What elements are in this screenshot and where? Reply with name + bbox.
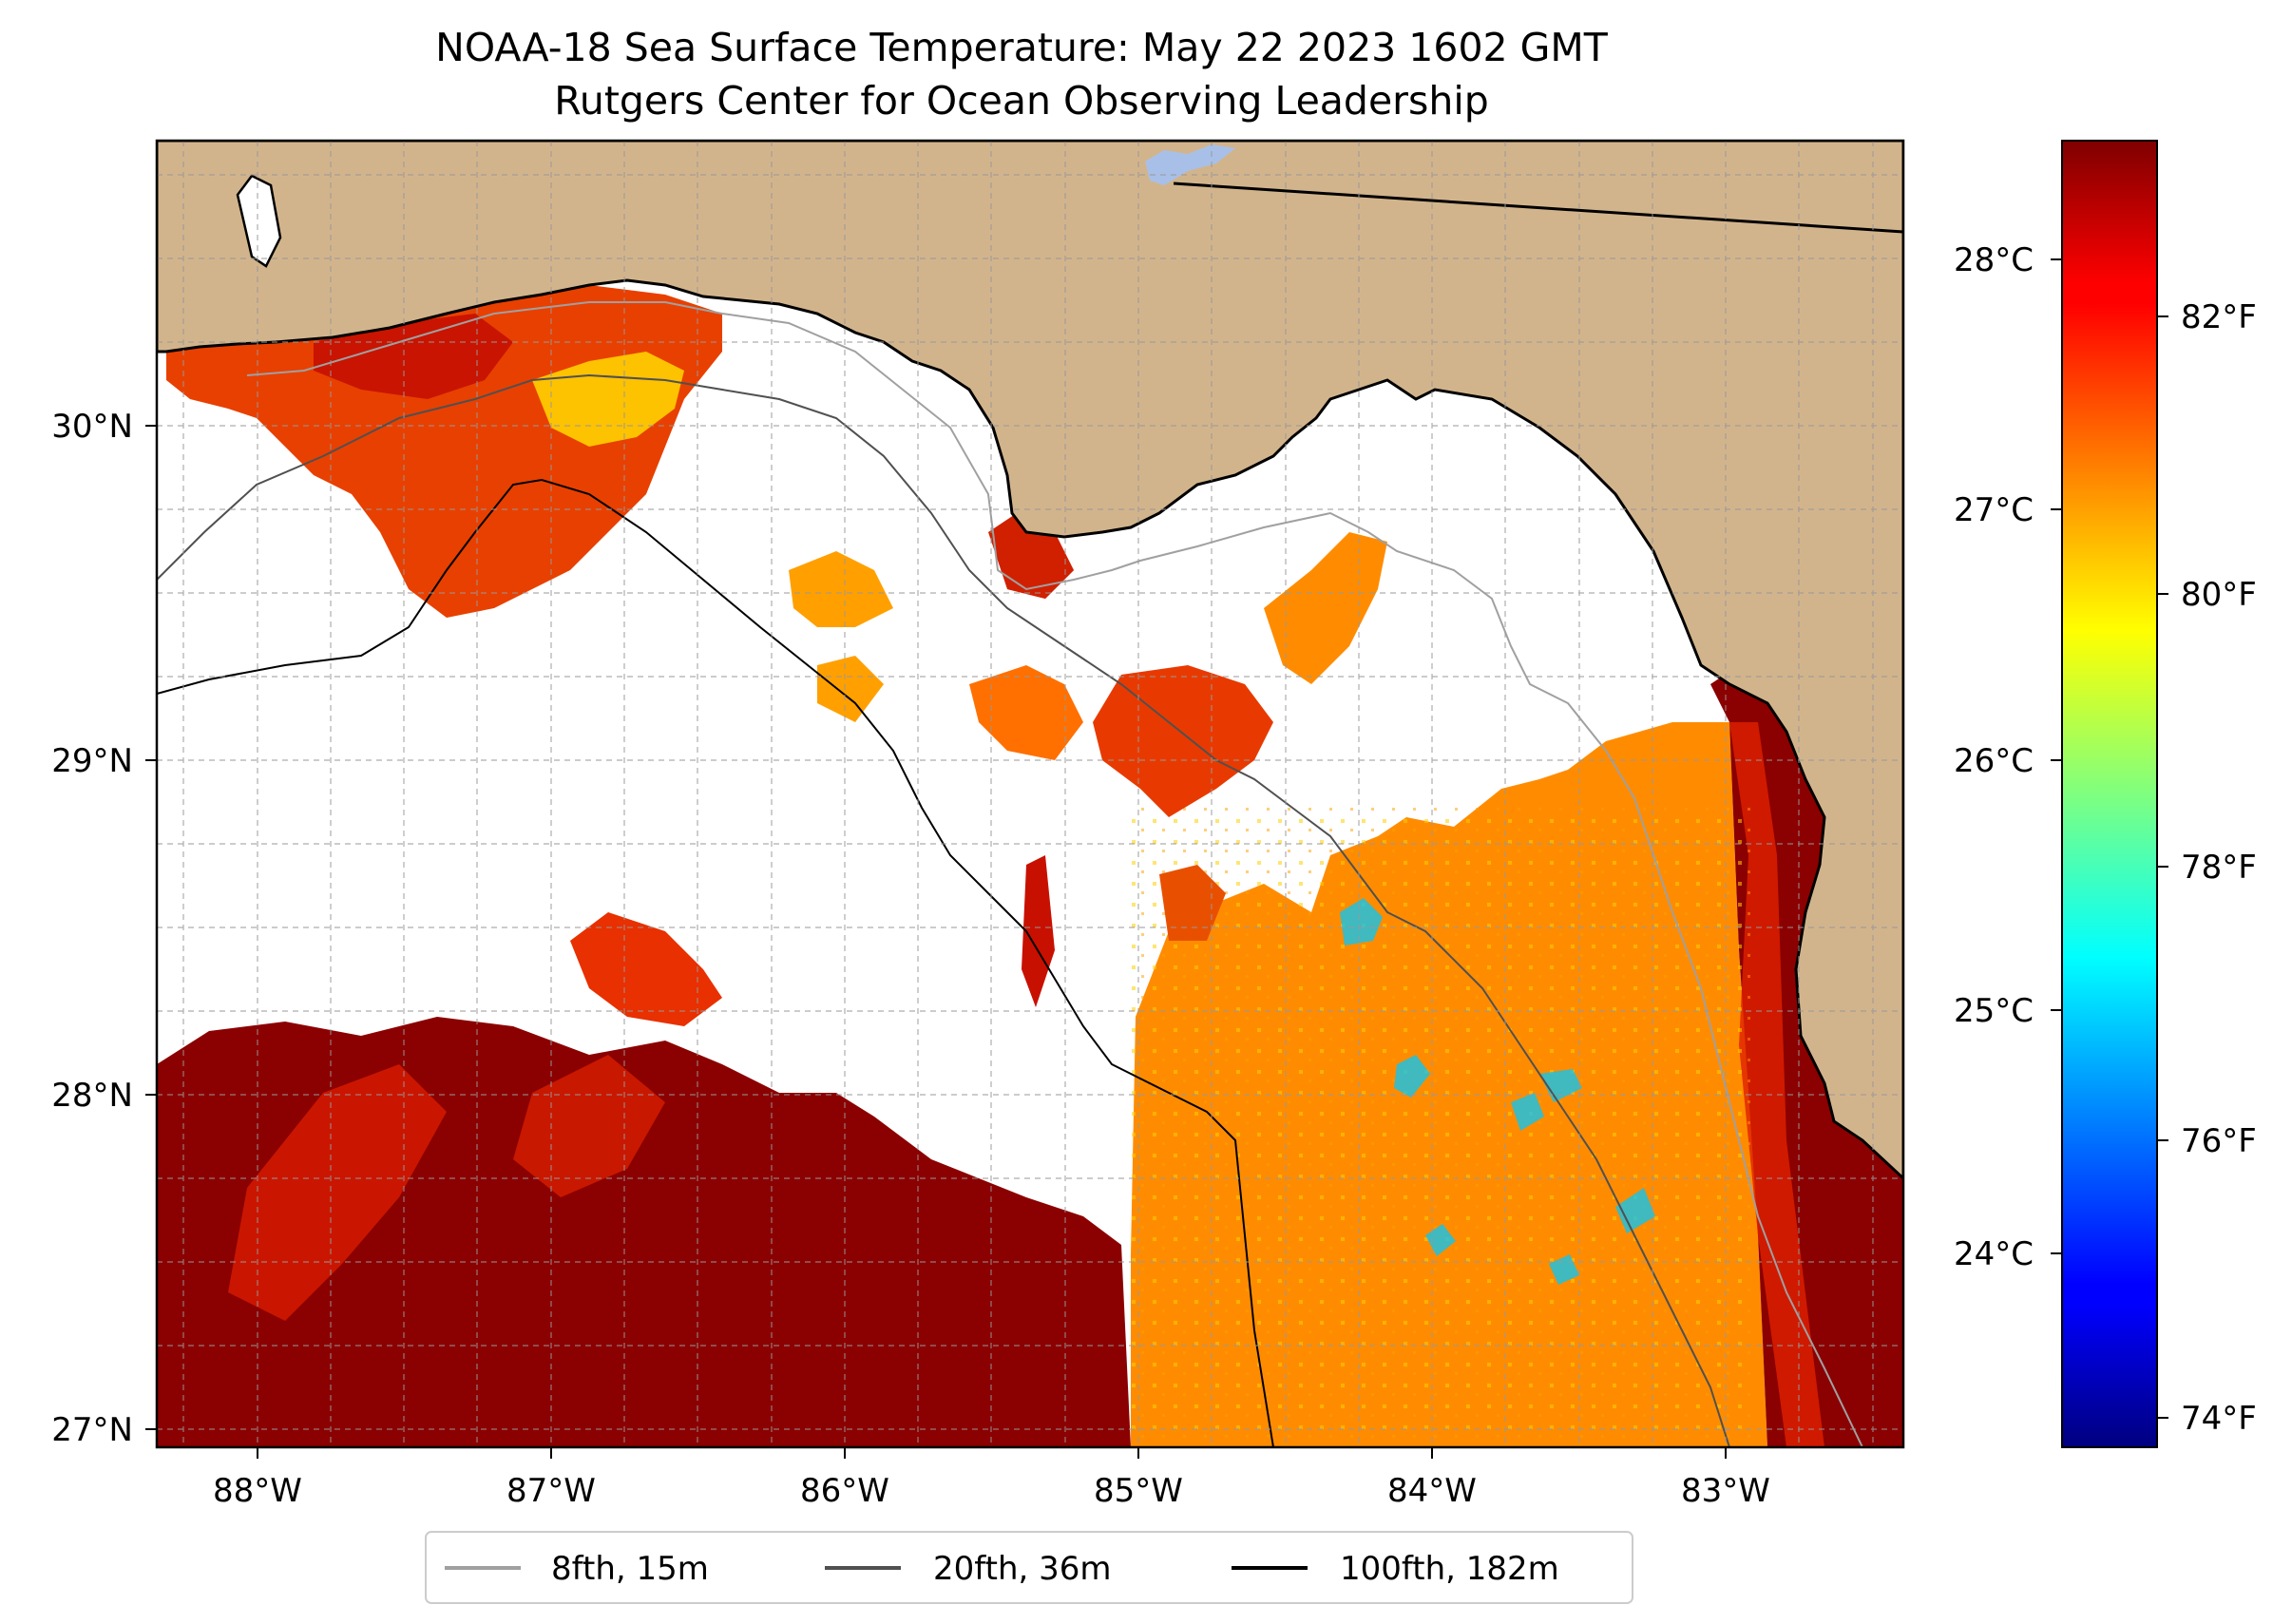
- legend-box: [425, 1531, 1633, 1604]
- lon-tick-label: 83°W: [1681, 1472, 1770, 1510]
- lon-tick-label: 86°W: [800, 1472, 889, 1510]
- bay-inlet-mobile: [236, 174, 282, 268]
- contour-100fth: [157, 478, 1274, 1447]
- fahrenheit-tick-label: 78°F: [2181, 849, 2257, 887]
- gridlines: [157, 141, 1903, 1447]
- celsius-tick-label: 26°C: [1954, 742, 2034, 780]
- fahrenheit-tick-label: 76°F: [2181, 1122, 2257, 1160]
- lon-tick-label: 85°W: [1094, 1472, 1183, 1510]
- state-boundary-line: [1173, 182, 1903, 234]
- lake-okeechobee-like-water: [1145, 144, 1235, 185]
- land-mass: [157, 141, 1903, 1181]
- celsius-tick-label: 24°C: [1954, 1235, 2034, 1273]
- sst-central-patch: [969, 665, 1083, 760]
- sst-coastal-red: [314, 314, 513, 399]
- map-panel: [157, 141, 1903, 1447]
- sst-central-patch-3: [1264, 532, 1387, 684]
- lon-tick-label: 84°W: [1387, 1472, 1477, 1510]
- celsius-tick-label: 27°C: [1954, 491, 2034, 529]
- legend-label: 8fth, 15m: [551, 1550, 709, 1588]
- legend: 8fth, 15m 20fth, 36m 100fth, 182m: [425, 1531, 1633, 1604]
- sst-speckle-east: [1131, 808, 1758, 1447]
- lat-tick-label: 29°N: [51, 742, 133, 780]
- sst-patch-84w: [1159, 865, 1226, 941]
- fahrenheit-tick-label: 82°F: [2181, 298, 2257, 336]
- lat-axis: 27°N 28°N 29°N 30°N: [51, 408, 157, 1449]
- colorbar: 28°C 27°C 26°C 25°C 24°C 82°F 80°F 78°F …: [1954, 140, 2257, 1448]
- lon-tick-label: 87°W: [506, 1472, 596, 1510]
- sst-offshore-patch-west: [570, 912, 722, 1026]
- sst-cool-patches: [1340, 898, 1655, 1285]
- lat-tick-label: 30°N: [51, 408, 133, 446]
- celsius-tick-label: 25°C: [1954, 992, 2034, 1030]
- contour-8fth: [246, 301, 1863, 1447]
- title-line-1: NOAA-18 Sea Surface Temperature: May 22 …: [435, 25, 1609, 70]
- legend-label: 100fth, 182m: [1340, 1550, 1559, 1588]
- celsius-tick-label: 28°C: [1954, 241, 2034, 279]
- lon-tick-label: 88°W: [213, 1472, 302, 1510]
- legend-label: 20fth, 36m: [933, 1550, 1112, 1588]
- contour-20fth: [157, 373, 1730, 1447]
- map-frame: [155, 139, 1905, 1449]
- sst-red-band-south: [228, 1064, 447, 1321]
- sst-red-band-south-2: [513, 1055, 665, 1197]
- lon-axis: 88°W 87°W 86°W 85°W 84°W 83°W: [213, 1447, 1770, 1510]
- lat-tick-label: 27°N: [51, 1411, 133, 1449]
- fahrenheit-tick-label: 74°F: [2181, 1400, 2257, 1438]
- fahrenheit-tick-label: 80°F: [2181, 576, 2257, 614]
- lat-tick-label: 28°N: [51, 1077, 133, 1115]
- title-line-2: Rutgers Center for Ocean Observing Leade…: [554, 78, 1489, 124]
- colorbar-gradient: [2061, 140, 2158, 1448]
- celsius-ticks: 28°C 27°C 26°C 25°C 24°C: [1954, 241, 2062, 1273]
- fahrenheit-ticks: 82°F 80°F 78°F 76°F 74°F: [2157, 298, 2257, 1438]
- sst-mid-patch: [789, 551, 893, 722]
- sst-coastal-yellow: [532, 352, 684, 447]
